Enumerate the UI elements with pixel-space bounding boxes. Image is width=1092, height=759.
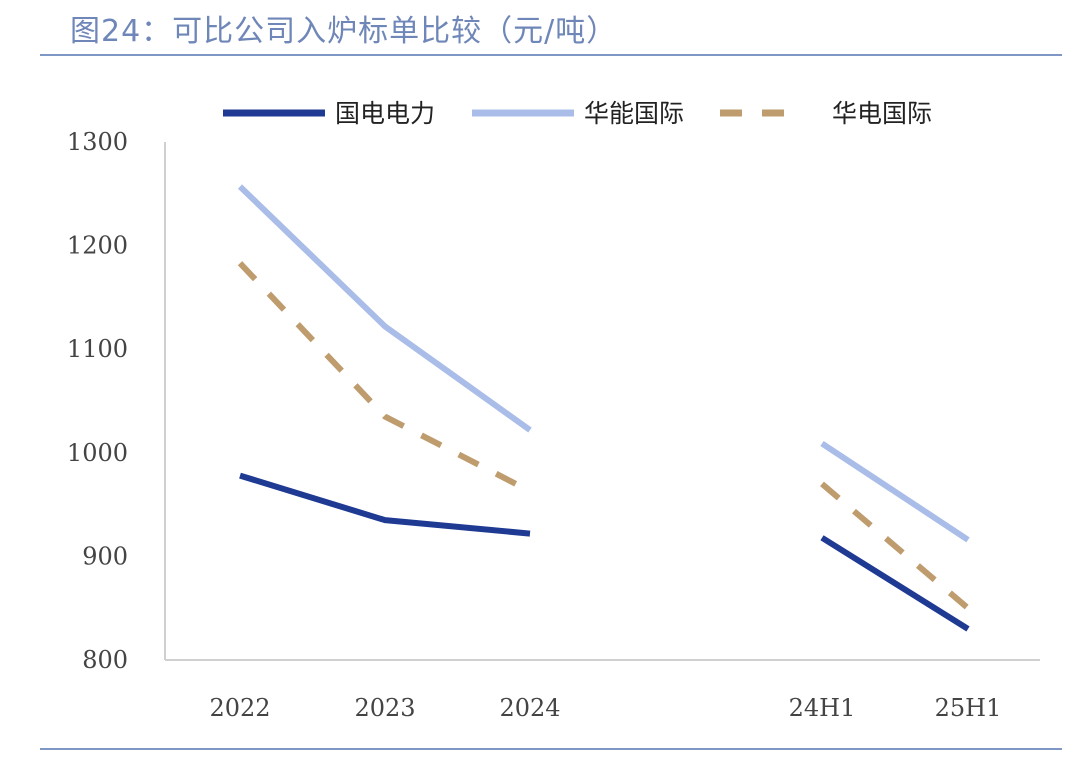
- legend-label: 华能国际: [584, 99, 684, 128]
- x-tick-label: 24H1: [789, 694, 856, 722]
- series-line-0: [820, 535, 970, 632]
- y-tick-labels: 800 900 1000 1100 1200 1300: [67, 128, 128, 674]
- series-line-2: [237, 261, 532, 494]
- series-line-1: [237, 184, 532, 433]
- y-tick-label: 1300: [67, 128, 128, 156]
- legend: 国电电力 华能国际 华电国际: [223, 99, 932, 128]
- y-tick-label: 800: [82, 646, 128, 674]
- x-tick-label: 2022: [209, 694, 270, 722]
- y-tick-label: 1100: [67, 335, 128, 363]
- y-tick-label: 900: [82, 542, 128, 570]
- y-tick-label: 1000: [67, 439, 128, 467]
- axes: [164, 142, 1040, 661]
- x-tick-label: 2023: [354, 694, 415, 722]
- x-tick-labels: 2022 2023 2024 24H1 25H1: [209, 694, 1001, 722]
- series-line-2: [820, 481, 970, 611]
- title-divider: [40, 54, 1062, 56]
- series-line-0: [239, 472, 531, 537]
- series-line-1: [820, 440, 970, 543]
- series-lines: [237, 184, 970, 632]
- y-tick-label: 1200: [67, 232, 128, 260]
- x-tick-label: 2024: [499, 694, 560, 722]
- bottom-divider: [40, 748, 1062, 750]
- chart-title: 图24：可比公司入炉标单比较（元/吨）: [70, 14, 618, 49]
- x-tick-label: 25H1: [935, 694, 1002, 722]
- legend-label: 国电电力: [335, 99, 435, 128]
- legend-label: 华电国际: [832, 99, 932, 128]
